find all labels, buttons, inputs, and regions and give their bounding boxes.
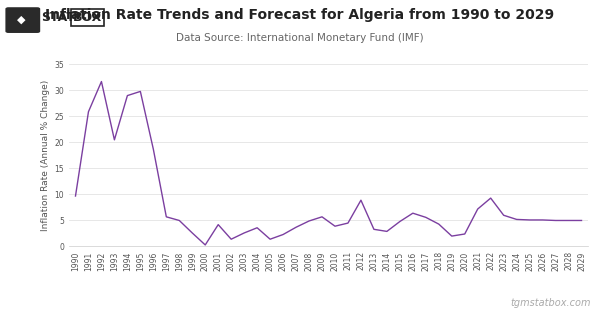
Text: BOX: BOX [73, 11, 102, 24]
Text: STAT: STAT [41, 11, 75, 24]
Text: Inflation Rate Trends and Forecast for Algeria from 1990 to 2029: Inflation Rate Trends and Forecast for A… [46, 8, 554, 22]
Y-axis label: Inflation Rate (Annual % Change): Inflation Rate (Annual % Change) [41, 80, 50, 231]
Text: Data Source: International Monetary Fund (IMF): Data Source: International Monetary Fund… [176, 33, 424, 43]
Text: tgmstatbox.com: tgmstatbox.com [511, 298, 591, 308]
Text: ◆: ◆ [17, 15, 26, 25]
